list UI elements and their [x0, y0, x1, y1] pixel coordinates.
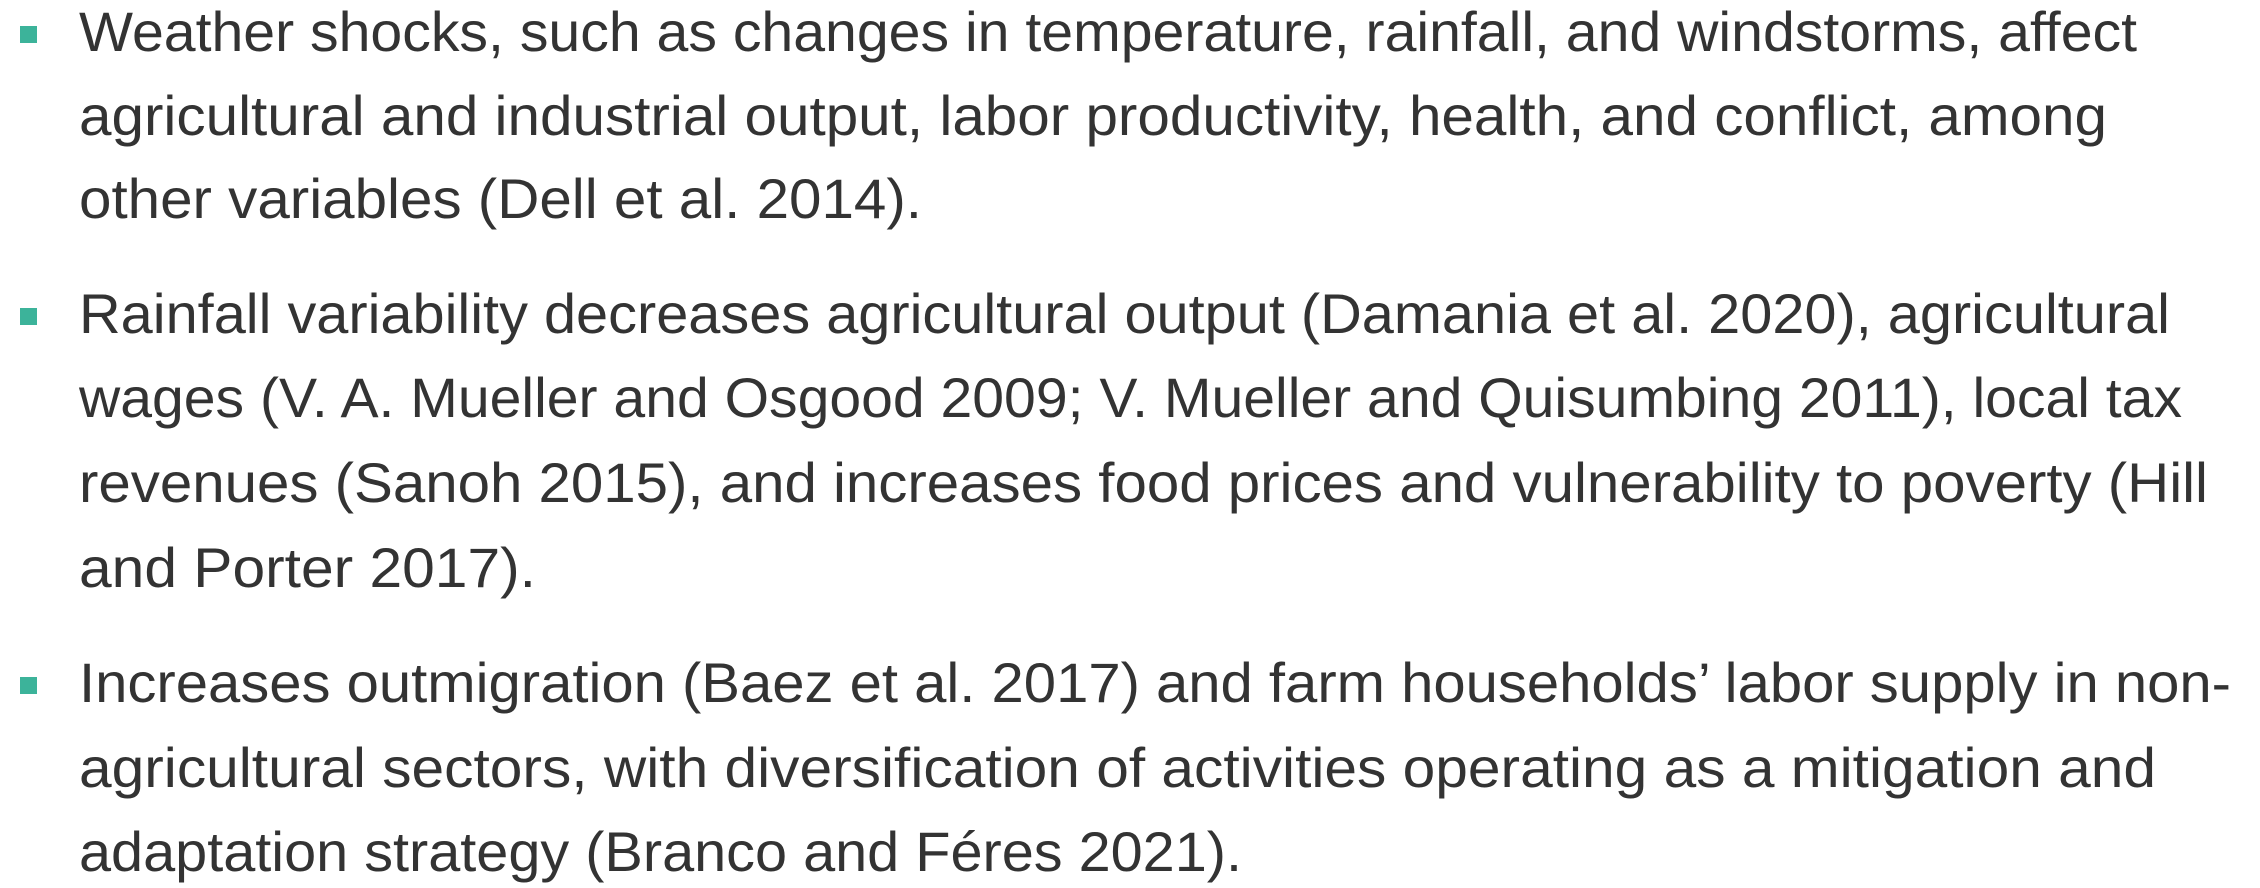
bullet-text: Rainfall variability decreases agricultu… — [79, 282, 2170, 345]
bullet-text: adaptation strategy (Branco and Féres 20… — [79, 820, 1242, 883]
bullet-marker — [20, 308, 37, 325]
bullet-text: revenues (Sanoh 2015), and increases foo… — [79, 451, 2208, 514]
bullet-text: wages (V. A. Mueller and Osgood 2009; V.… — [78, 366, 2182, 429]
bullet-text: and Porter 2017). — [79, 536, 536, 599]
bullet-marker — [20, 26, 37, 43]
bullet-text: agricultural sectors, with diversificati… — [79, 736, 2156, 799]
bullet-text: Weather shocks, such as changes in tempe… — [79, 0, 2137, 63]
bullet-text: other variables (Dell et al. 2014). — [79, 167, 922, 230]
bullet-text: agricultural and industrial output, labo… — [79, 84, 2107, 147]
bullet-text: Increases outmigration (Baez et al. 2017… — [79, 651, 2231, 714]
bullet-marker — [20, 677, 37, 694]
